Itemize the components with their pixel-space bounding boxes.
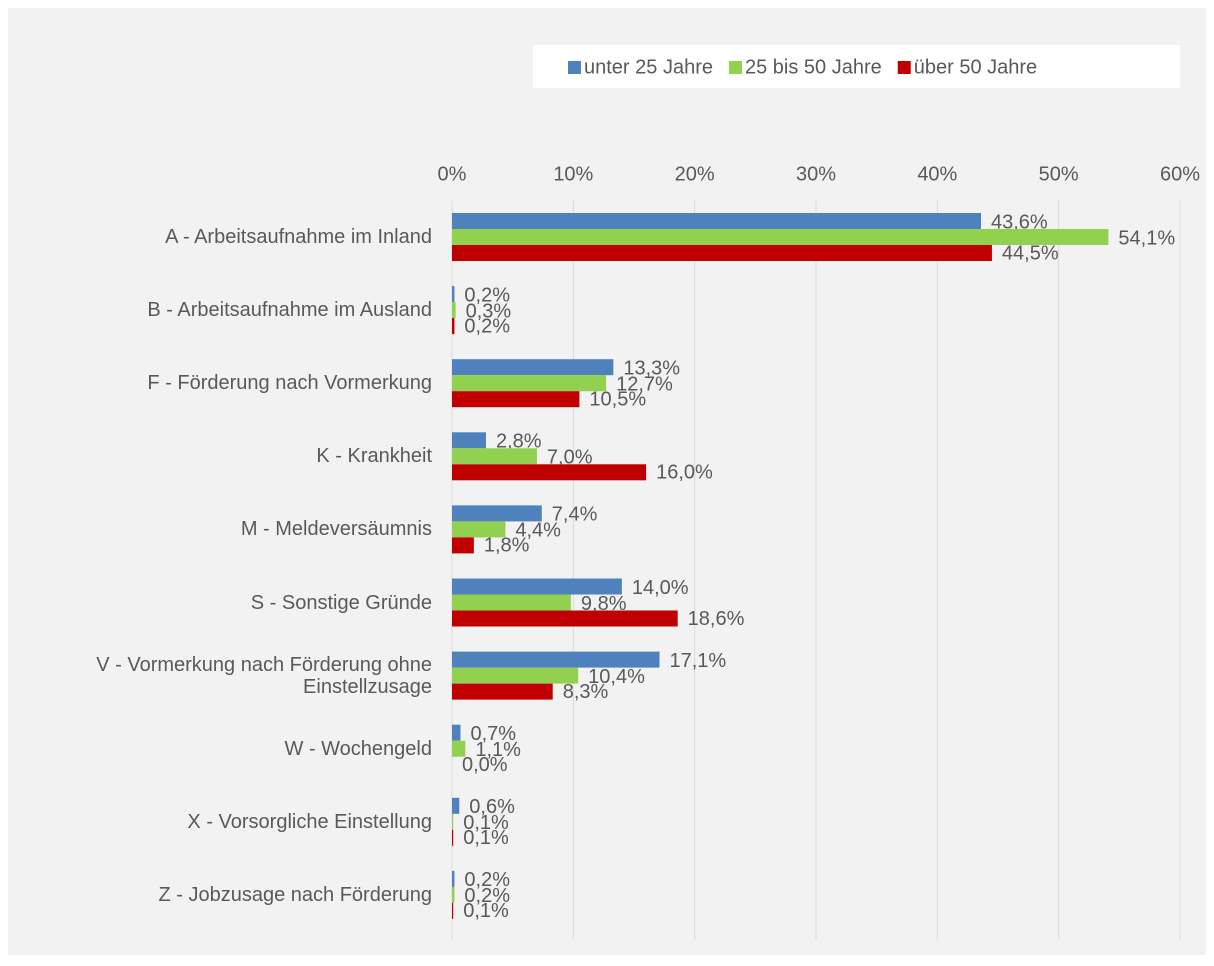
x-tick-label: 30% <box>796 163 836 185</box>
legend-box <box>533 45 1180 88</box>
bar <box>452 448 537 465</box>
value-label: 12,7% <box>616 373 673 395</box>
value-label: 0,1% <box>463 900 509 922</box>
x-tick-label: 10% <box>553 163 593 185</box>
value-label: 7,4% <box>552 504 598 526</box>
bar <box>452 870 455 887</box>
bar <box>452 902 454 919</box>
bar <box>452 724 461 741</box>
bar <box>452 797 460 814</box>
category-label: M - Meldeversäumnis <box>240 518 432 541</box>
legend-swatch <box>897 61 911 74</box>
legend-swatch <box>568 61 581 74</box>
category-label-box: Z - Jobzusage nach Förderung <box>158 883 433 906</box>
category-label: A - Arbeitsaufnahme im Inland <box>165 226 432 248</box>
bar <box>452 829 454 846</box>
x-tick-label: 40% <box>917 163 957 185</box>
legend-label: 25 bis 50 Jahre <box>745 56 882 78</box>
category-label-box: W - Wochengeld <box>284 737 432 760</box>
bar <box>452 651 660 668</box>
category-label-box: M - Meldeversäumnis <box>240 518 432 541</box>
x-tick-label: 50% <box>1039 163 1079 185</box>
bar <box>452 286 455 303</box>
category-label-box: B - Arbeitsaufnahme im Ausland <box>147 299 432 322</box>
value-label: 1,1% <box>475 739 521 761</box>
bar <box>452 610 678 627</box>
category-label-box: A - Arbeitsaufnahme im Inland <box>165 226 432 248</box>
value-label: 0,3% <box>466 300 512 322</box>
bar <box>452 667 579 684</box>
value-label: 9,8% <box>581 593 627 615</box>
bar <box>452 505 542 522</box>
value-label: 8,3% <box>563 681 609 703</box>
category-label: B - Arbeitsaufnahme im Ausland <box>147 299 432 322</box>
value-label: 0,2% <box>464 869 510 891</box>
bar <box>452 229 1109 245</box>
value-label: 43,6% <box>991 211 1048 233</box>
bar <box>452 813 454 830</box>
value-label: 2,8% <box>496 431 542 453</box>
value-label: 18,6% <box>688 608 745 630</box>
value-label: 44,5% <box>1002 242 1059 264</box>
value-label: 14,0% <box>632 577 689 599</box>
bar <box>452 302 456 319</box>
value-label: 7,0% <box>547 447 593 469</box>
category-label: S - Sonstige Gründe <box>250 591 432 614</box>
value-label: 10,5% <box>589 388 646 410</box>
x-tick-label: 0% <box>438 163 467 185</box>
x-tick-label: 20% <box>675 163 715 185</box>
x-tick-label: 60% <box>1160 163 1200 185</box>
bar <box>452 245 992 261</box>
value-label: 0,0% <box>462 754 508 776</box>
value-label: 1,8% <box>484 535 530 557</box>
legend-label: unter 25 Jahre <box>584 56 713 78</box>
value-label: 10,4% <box>588 666 645 688</box>
bar <box>452 359 614 376</box>
bar <box>452 886 455 903</box>
category-label: K - Krankheit <box>316 445 432 468</box>
bar <box>452 594 571 611</box>
chart-background <box>8 8 1206 955</box>
value-label: 4,4% <box>515 520 561 542</box>
category-label-box: F - Förderung nach Vormerkung <box>147 372 432 395</box>
category-label-box: S - Sonstige Gründe <box>250 591 432 614</box>
value-label: 13,3% <box>623 357 680 379</box>
value-label: 17,1% <box>669 650 726 672</box>
bar <box>452 578 622 595</box>
value-label: 0,2% <box>464 284 510 306</box>
value-label: 0,1% <box>463 812 509 834</box>
category-label: X - Vorsorgliche Einstellung <box>187 810 432 833</box>
bar <box>452 683 553 700</box>
legend-label: über 50 Jahre <box>914 56 1037 78</box>
category-label-box: X - Vorsorgliche Einstellung <box>187 810 432 833</box>
value-label: 0,7% <box>470 723 516 745</box>
category-label: V - Vormerkung nach Förderung ohne Einst… <box>96 653 432 698</box>
value-label: 0,1% <box>463 827 509 849</box>
value-label: 54,1% <box>1118 227 1175 249</box>
category-label-box: V - Vormerkung nach Förderung ohne Einst… <box>96 653 432 698</box>
bar <box>452 432 486 449</box>
bar <box>452 375 607 392</box>
category-label-box: K - Krankheit <box>316 445 432 468</box>
bar <box>452 213 982 229</box>
category-label: F - Förderung nach Vormerkung <box>147 372 432 395</box>
bar <box>452 740 466 757</box>
bar <box>452 391 580 408</box>
bar <box>452 318 455 335</box>
bar <box>452 521 506 538</box>
category-label: W - Wochengeld <box>284 737 432 760</box>
value-label: 0,6% <box>469 796 515 818</box>
value-label: 0,2% <box>464 885 510 907</box>
value-label: 0,2% <box>464 315 510 337</box>
bar <box>452 537 474 554</box>
bar <box>452 464 647 481</box>
legend-swatch <box>728 61 742 74</box>
value-label: 16,0% <box>656 462 713 484</box>
category-label: Z - Jobzusage nach Förderung <box>158 883 433 906</box>
